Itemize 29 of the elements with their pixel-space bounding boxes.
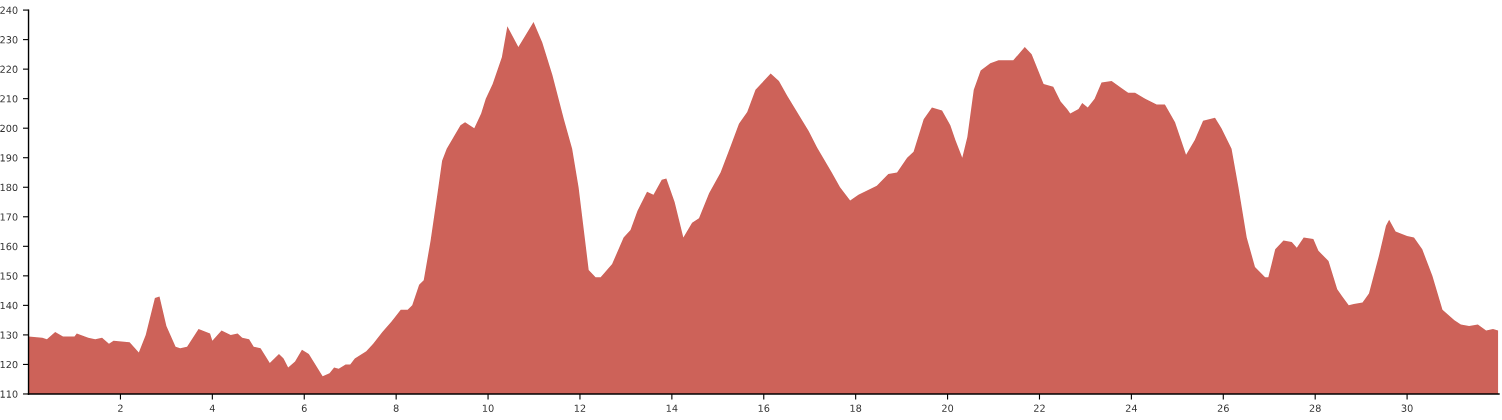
x-tick-label: 18 — [850, 404, 862, 412]
y-tick-label: 190 — [0, 154, 18, 162]
y-tick-label: 170 — [0, 213, 18, 221]
y-tick-label: 220 — [0, 65, 18, 73]
x-tick-label: 20 — [942, 404, 954, 412]
y-tick-label: 200 — [0, 124, 18, 133]
x-tick-label: 14 — [666, 404, 678, 412]
x-tick-label: 16 — [758, 404, 770, 412]
x-tick-label: 30 — [1401, 404, 1413, 412]
y-tick-label: 210 — [0, 95, 18, 103]
y-tick-label: 140 — [0, 301, 18, 310]
x-tick-label: 6 — [301, 404, 307, 412]
y-tick-label: 230 — [0, 36, 18, 44]
y-tick-label: 150 — [0, 272, 18, 280]
x-tick-label: 4 — [209, 404, 215, 412]
y-tick-label: 130 — [0, 331, 18, 339]
x-tick-label: 8 — [393, 404, 399, 412]
y-tick-label: 240 — [0, 6, 18, 14]
y-tick-label: 180 — [0, 183, 18, 192]
x-tick-label: 10 — [482, 404, 494, 412]
x-tick-label: 22 — [1034, 404, 1045, 412]
x-tick-label: 26 — [1217, 404, 1229, 412]
x-tick-label: 28 — [1309, 404, 1321, 412]
x-tick-label: 24 — [1125, 404, 1138, 412]
y-tick-label: 120 — [0, 360, 18, 369]
x-tick-label: 12 — [574, 404, 586, 412]
x-tick-label: 2 — [118, 404, 123, 412]
y-tick-label: 160 — [0, 242, 18, 251]
y-tick-label: 110 — [0, 390, 18, 398]
